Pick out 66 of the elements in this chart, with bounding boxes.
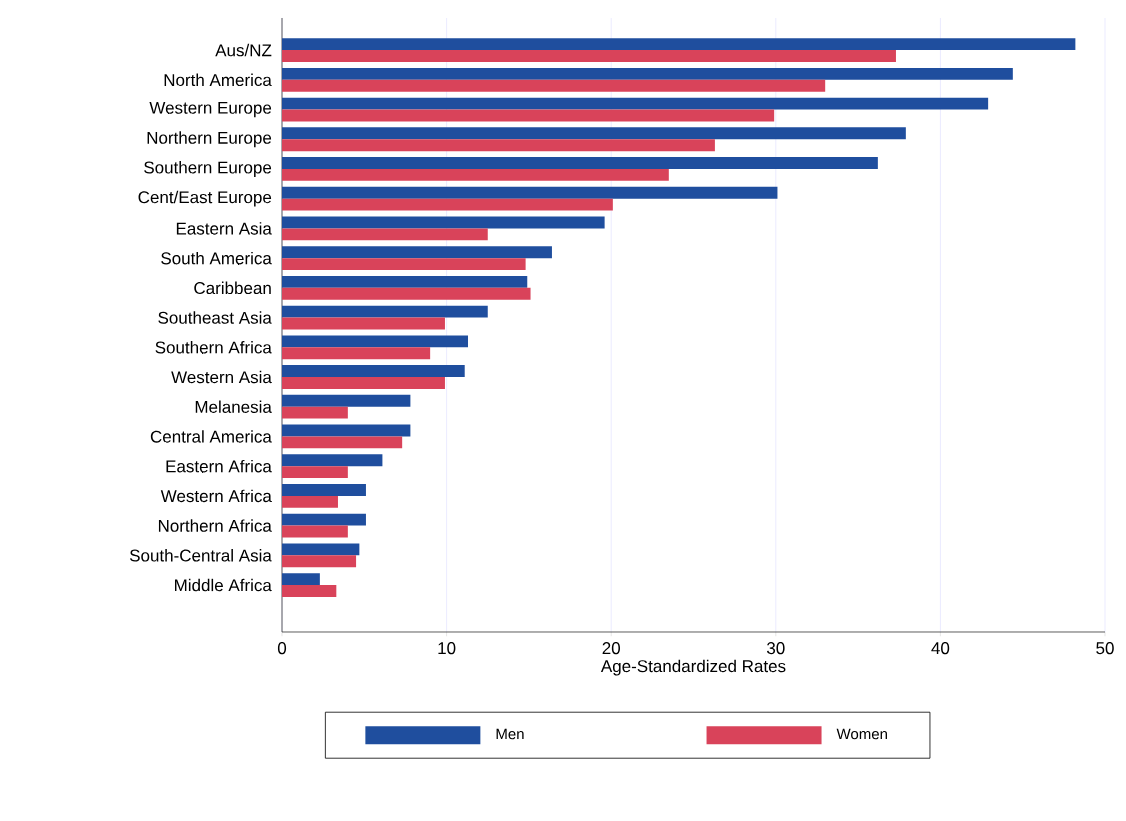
y-tick-label: Western Africa — [160, 489, 272, 503]
x-tick-label: 40 — [931, 642, 950, 655]
bar — [282, 436, 403, 449]
bar — [282, 139, 715, 152]
bar — [282, 406, 348, 419]
bar — [282, 585, 337, 597]
bar — [282, 258, 526, 271]
y-tick-label: Cent/East Europe — [138, 190, 272, 207]
bar — [282, 513, 366, 526]
bar — [282, 466, 348, 479]
bar — [282, 305, 488, 318]
bar — [282, 228, 488, 241]
text: Men — [496, 728, 524, 740]
bar — [282, 157, 878, 169]
x-tick-label: 30 — [766, 642, 785, 655]
y-tick-label: Aus/NZ — [215, 43, 272, 57]
bar — [282, 377, 445, 389]
y-tick-label: Eastern Asia — [176, 222, 272, 235]
y-tick-label: Middle Africa — [175, 578, 272, 592]
y-tick-label: Western Asia — [171, 370, 272, 384]
y-tick-label: Southern Europe — [144, 161, 272, 177]
y-tick-label: Central America — [150, 430, 272, 443]
y-tick-label: Northern Europe — [147, 131, 272, 148]
y-tick-label: South-Central Asia — [129, 549, 272, 562]
bar — [282, 573, 320, 586]
x-tick-label: 10 — [438, 642, 456, 655]
bar — [282, 50, 896, 62]
bar — [282, 525, 348, 538]
bar — [282, 246, 552, 259]
y-tick-label: Western Europe — [149, 101, 272, 118]
bar — [282, 38, 1076, 51]
bar — [282, 454, 383, 467]
bar — [282, 168, 669, 181]
y-tick-label: Southeast Asia — [158, 311, 272, 324]
x-tick-label: 20 — [602, 642, 620, 655]
bar — [282, 67, 1013, 80]
bar — [282, 317, 445, 330]
bar — [282, 216, 605, 229]
bar — [282, 275, 528, 288]
x-axis-title: Age-Standardized Rates — [600, 659, 786, 676]
bar — [282, 347, 431, 360]
x-tick-label: 50 — [1096, 642, 1114, 655]
bar — [282, 109, 775, 122]
bar — [282, 483, 366, 496]
bar — [282, 97, 989, 110]
bar — [282, 394, 411, 407]
bar — [282, 365, 465, 377]
y-tick-label: South America — [161, 251, 272, 265]
bar — [282, 424, 411, 437]
y-tick-label: Caribbean — [194, 281, 271, 295]
x-tick-label: 0 — [277, 642, 287, 655]
y-tick-label: Northern Africa — [158, 519, 272, 532]
text: Women — [836, 728, 887, 740]
bar — [282, 79, 826, 92]
bar — [282, 198, 613, 211]
y-tick-label: Melanesia — [195, 400, 272, 413]
bar — [282, 543, 360, 556]
bar — [282, 127, 906, 140]
bar — [282, 335, 469, 348]
bar — [282, 186, 778, 199]
y-tick-label: North America — [164, 73, 272, 87]
bar — [282, 555, 357, 568]
bar — [282, 495, 338, 508]
y-tick-label: Eastern Africa — [166, 459, 272, 473]
bar — [282, 287, 531, 300]
y-tick-label: Southern Africa — [155, 341, 272, 354]
